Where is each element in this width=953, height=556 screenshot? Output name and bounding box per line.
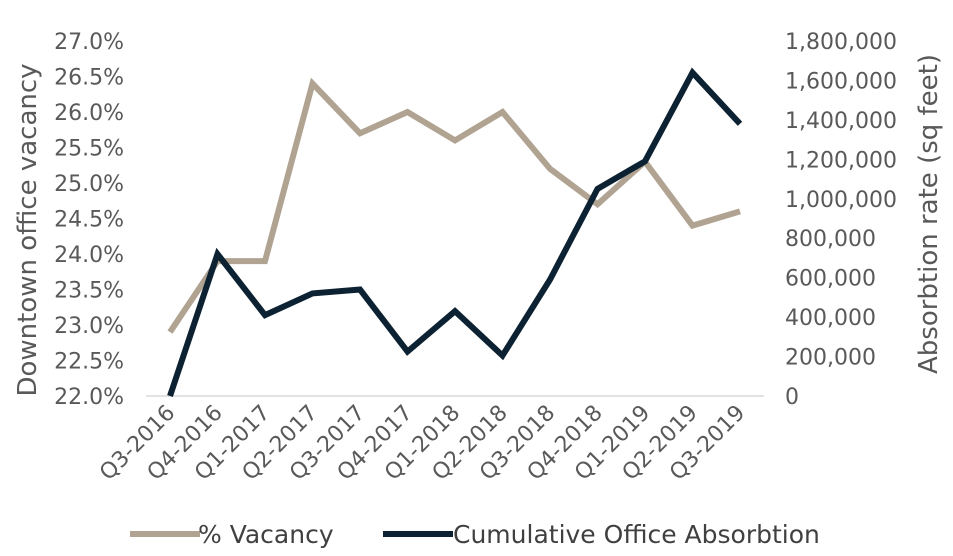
- left-axis-ticks: 22.0% 22.5% 23.0% 23.5% 24.0% 24.5% 25.0% 25.5%…: [54, 30, 124, 410]
- legend-label-vacancy: % Vacancy: [198, 520, 334, 549]
- right-tick-label: 1,400,000: [785, 109, 897, 134]
- right-axis-ticks: 0 200,000 400,000 600,000 800,000 1,000,000 1,…: [785, 30, 897, 410]
- right-tick-label: 600,000: [785, 267, 876, 292]
- right-axis-title: Absorbtion rate (sq feet): [914, 54, 944, 374]
- left-tick-label: 25.5%: [54, 137, 124, 162]
- right-tick-label: 800,000: [785, 227, 876, 252]
- series-line-absorption: [167, 67, 743, 397]
- legend-label-absorption: Cumulative Office Absorbtion: [453, 520, 820, 549]
- series-layer: [167, 67, 743, 397]
- right-tick-label: 200,000: [785, 346, 876, 371]
- left-tick-label: 23.0%: [54, 314, 124, 339]
- right-tick-label: 400,000: [785, 306, 876, 331]
- right-tick-label: 0: [785, 385, 799, 410]
- series-line-vacancy: [167, 77, 741, 334]
- legend: % Vacancy Cumulative Office Absorbtion: [130, 520, 820, 549]
- left-tick-label: 27.0%: [54, 30, 124, 55]
- right-tick-label: 1,800,000: [785, 30, 897, 55]
- x-axis-ticks: Q3-2016Q4-2016Q1-2017Q2-2017Q3-2017Q4-20…: [95, 401, 750, 486]
- left-tick-label: 26.5%: [54, 66, 124, 91]
- left-tick-label: 26.0%: [54, 101, 124, 126]
- left-tick-label: 23.5%: [54, 279, 124, 304]
- left-tick-label: 25.0%: [54, 172, 124, 197]
- right-tick-label: 1,600,000: [785, 69, 897, 94]
- left-tick-label: 24.5%: [54, 208, 124, 233]
- left-tick-label: 22.5%: [54, 350, 124, 375]
- left-tick-label: 22.0%: [54, 385, 124, 410]
- right-tick-label: 1,000,000: [785, 188, 897, 213]
- right-tick-label: 1,200,000: [785, 148, 897, 173]
- left-tick-label: 24.0%: [54, 243, 124, 268]
- left-axis-title: Downtown office vacancy: [13, 63, 43, 396]
